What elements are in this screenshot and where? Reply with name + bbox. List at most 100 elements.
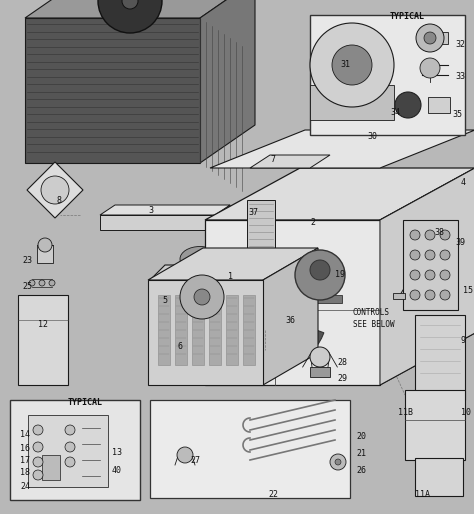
Text: TYPICAL: TYPICAL: [68, 398, 103, 407]
Circle shape: [425, 230, 435, 240]
Polygon shape: [263, 248, 318, 385]
Circle shape: [440, 270, 450, 280]
Text: 11B: 11B: [398, 408, 413, 417]
Text: 8: 8: [57, 196, 62, 205]
Circle shape: [33, 457, 43, 467]
Text: 29: 29: [337, 374, 347, 383]
Polygon shape: [250, 155, 330, 168]
Circle shape: [49, 280, 55, 286]
Text: 10: 10: [461, 408, 471, 417]
Text: 33: 33: [455, 72, 465, 81]
Text: 13: 13: [112, 448, 122, 457]
Circle shape: [420, 58, 440, 78]
Text: 1: 1: [228, 272, 233, 281]
Polygon shape: [25, 0, 255, 18]
Text: 9: 9: [461, 336, 466, 345]
Text: SEE BELOW: SEE BELOW: [353, 320, 395, 329]
Bar: [37, 245, 53, 263]
Circle shape: [41, 176, 69, 204]
Bar: [240, 283, 268, 311]
Circle shape: [65, 457, 75, 467]
Circle shape: [98, 0, 162, 33]
Circle shape: [29, 280, 35, 286]
Circle shape: [65, 442, 75, 452]
Circle shape: [38, 238, 52, 252]
Bar: [310, 15, 465, 135]
Circle shape: [295, 250, 345, 300]
Polygon shape: [205, 168, 474, 220]
Text: 30: 30: [367, 132, 377, 141]
Bar: [158, 295, 170, 365]
Circle shape: [310, 260, 330, 280]
Polygon shape: [100, 205, 230, 215]
Circle shape: [330, 454, 346, 470]
Circle shape: [33, 470, 43, 480]
Polygon shape: [148, 248, 318, 280]
Text: 7: 7: [270, 155, 275, 164]
Polygon shape: [200, 0, 255, 163]
Circle shape: [310, 23, 394, 107]
Text: TYPICAL: TYPICAL: [390, 12, 425, 21]
Polygon shape: [130, 0, 155, 1]
Circle shape: [39, 280, 45, 286]
Circle shape: [424, 32, 436, 44]
Circle shape: [194, 289, 210, 305]
Text: 22: 22: [268, 490, 278, 499]
Text: 18: 18: [20, 468, 30, 477]
Text: 19: 19: [335, 270, 345, 279]
Circle shape: [310, 347, 330, 367]
Polygon shape: [130, 1, 159, 15]
Text: 35: 35: [452, 110, 462, 119]
Text: 6: 6: [178, 342, 183, 351]
Text: 5: 5: [162, 296, 167, 305]
Text: 31: 31: [340, 60, 350, 69]
Text: 24: 24: [20, 482, 30, 491]
Bar: [403, 220, 458, 310]
Bar: [428, 97, 450, 113]
Polygon shape: [100, 215, 215, 230]
Circle shape: [410, 230, 420, 240]
Text: 11A: 11A: [415, 490, 430, 499]
Text: 36: 36: [285, 316, 295, 325]
Bar: [298, 295, 342, 303]
Bar: [226, 295, 238, 365]
Text: 4: 4: [461, 178, 466, 187]
Text: 15: 15: [463, 286, 473, 295]
Text: 39: 39: [455, 238, 465, 247]
Text: 25: 25: [22, 282, 32, 291]
Circle shape: [332, 45, 372, 85]
Ellipse shape: [180, 247, 220, 271]
Text: 40: 40: [112, 466, 122, 475]
Bar: [405, 390, 465, 460]
Bar: [10, 400, 140, 500]
Circle shape: [416, 24, 444, 52]
Text: 32: 32: [455, 40, 465, 49]
Text: 23: 23: [22, 256, 32, 265]
Bar: [415, 315, 465, 400]
Text: 21: 21: [356, 449, 366, 458]
Polygon shape: [150, 265, 255, 330]
Text: 14: 14: [20, 430, 30, 439]
Circle shape: [425, 250, 435, 260]
Text: 2: 2: [310, 218, 315, 227]
Bar: [310, 367, 330, 377]
Circle shape: [65, 425, 75, 435]
Circle shape: [395, 92, 421, 118]
Circle shape: [180, 275, 224, 319]
Polygon shape: [116, 0, 130, 1]
Polygon shape: [210, 130, 474, 168]
Polygon shape: [380, 168, 474, 385]
Text: 12: 12: [38, 320, 48, 329]
Bar: [18, 295, 68, 385]
Polygon shape: [223, 263, 324, 367]
Bar: [243, 295, 255, 365]
Circle shape: [410, 290, 420, 300]
Circle shape: [410, 250, 420, 260]
Bar: [42, 455, 60, 480]
Circle shape: [440, 290, 450, 300]
Text: 3: 3: [148, 206, 153, 215]
Bar: [430, 32, 448, 44]
Bar: [310, 85, 394, 120]
Text: 17: 17: [20, 456, 30, 465]
Circle shape: [33, 425, 43, 435]
